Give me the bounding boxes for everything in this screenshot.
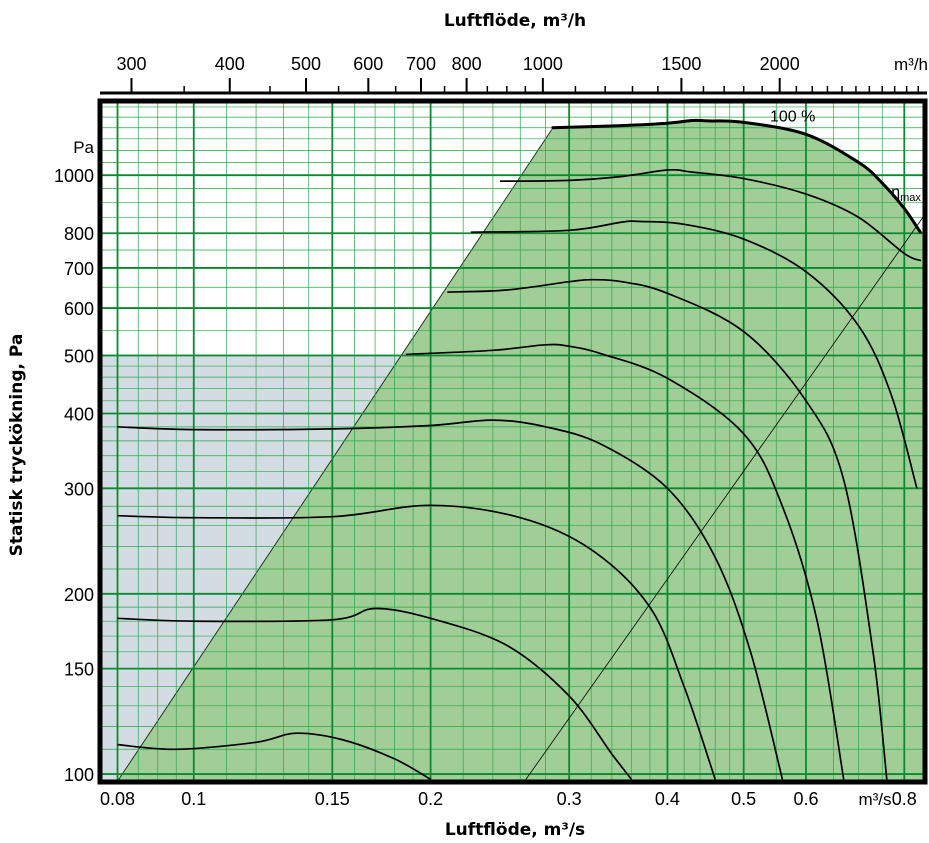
top-tick-label: 800: [452, 54, 482, 74]
y-tick-label: 1000: [54, 166, 94, 186]
bottom-axis-title: Luftflöde, m³/s: [445, 820, 585, 840]
tick-labels: 300 400 500 600 700 800 1000 1500 2000 m³/h 0.08 0.…: [54, 54, 928, 809]
annotation-subscript: max: [900, 192, 921, 204]
top-tick-label: 700: [406, 54, 436, 74]
operating-area: [117, 120, 925, 782]
plot-border: [97, 98, 928, 785]
y-tick-label: 200: [64, 585, 94, 605]
top-tick-label: 600: [353, 54, 383, 74]
bottom-axis-unit: m³/s: [858, 790, 891, 809]
plot-frame: [97, 91, 928, 785]
top-tick-label: 1000: [523, 54, 563, 74]
performance-curve-9: [551, 118, 923, 235]
grid-lines: [100, 101, 925, 782]
top-tick-label: 2000: [760, 54, 800, 74]
y-tick-label: 800: [64, 224, 94, 244]
y-tick-label: 600: [64, 299, 94, 319]
y-axis-unit: Pa: [73, 138, 94, 157]
performance-curve-5: [405, 343, 845, 780]
performance-curves: 100 % ηmax: [117, 108, 925, 782]
efficiency-line: [523, 214, 925, 782]
performance-curve-2: [117, 607, 633, 780]
y-tick-label: 500: [64, 346, 94, 366]
performance-curve-6: [447, 278, 888, 780]
y-tick-label: 150: [64, 660, 94, 680]
annotation-1: 100 %: [770, 108, 815, 125]
top-tick-label: 300: [116, 54, 146, 74]
y-tick-label: 700: [64, 259, 94, 279]
top-tick-label: 500: [291, 54, 321, 74]
bottom-tick-label: 0.8: [892, 789, 917, 809]
y-axis-title: Statisk tryckökning, Pa: [7, 334, 27, 557]
top-tick-label: 1500: [661, 54, 701, 74]
top-tick-label: 400: [215, 54, 245, 74]
top-axis-unit: m³/h: [894, 55, 928, 74]
bottom-tick-label: 0.2: [418, 789, 443, 809]
bottom-tick-label: 0.3: [557, 789, 582, 809]
y-tick-label: 100: [64, 765, 94, 785]
y-tick-label: 300: [64, 479, 94, 499]
bottom-tick-label: 0.6: [793, 789, 818, 809]
axis-ticks: [130, 78, 919, 93]
performance-curve-7: [470, 220, 918, 489]
bottom-tick-label: 0.08: [100, 789, 135, 809]
performance-curve-8: [499, 168, 922, 262]
bottom-tick-label: 0.4: [655, 789, 680, 809]
performance-curve-4: [117, 419, 784, 780]
bottom-tick-label: 0.5: [731, 789, 756, 809]
bottom-tick-label: 0.15: [315, 789, 350, 809]
bottom-tick-label: 0.1: [181, 789, 206, 809]
chart-background: [100, 120, 925, 782]
performance-curve-1: [117, 732, 432, 781]
annotation-2: ηmax: [891, 184, 921, 204]
performance-curve-3: [117, 504, 717, 780]
y-tick-label: 400: [64, 405, 94, 425]
top-axis-title: Luftflöde, m³/h: [444, 11, 586, 31]
